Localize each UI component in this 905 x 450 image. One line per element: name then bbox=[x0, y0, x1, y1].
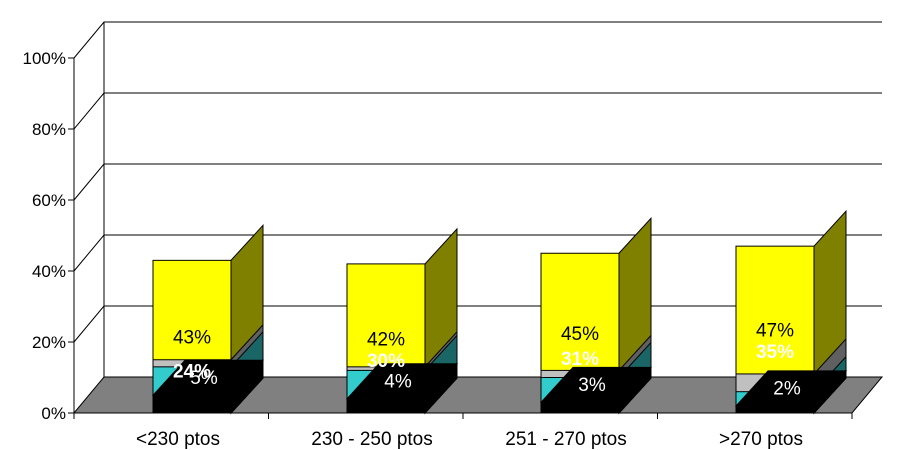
data-label: 4% bbox=[384, 371, 412, 392]
data-label: 5% bbox=[190, 368, 218, 389]
data-label: 13% bbox=[173, 381, 211, 402]
bars bbox=[151, 209, 848, 415]
y-tick-label: 40% bbox=[32, 262, 66, 281]
data-label: 15% bbox=[173, 377, 211, 398]
bar-top bbox=[151, 359, 265, 396]
x-category-label: >270 ptos bbox=[719, 429, 803, 450]
x-category-label: 230 - 250 ptos bbox=[311, 429, 432, 450]
data-label: 3% bbox=[578, 375, 606, 396]
data-label: 12% bbox=[561, 383, 599, 404]
data-label: 30% bbox=[367, 351, 405, 372]
y-tick-label: 80% bbox=[32, 120, 66, 139]
x-axis: <230 ptos 230 - 250 ptos 251 - 270 ptos >27… bbox=[73, 412, 853, 450]
data-label: 43% bbox=[173, 328, 211, 349]
y-tick-label: 0% bbox=[41, 404, 66, 423]
y-axis: 0% 20% 40% 60% 80% 100% bbox=[23, 49, 74, 423]
gridline bbox=[73, 234, 882, 272]
chart-walls bbox=[73, 22, 105, 413]
data-labels: 24%43%15%13%5%30%42%13%12%4%31%45%12%10%… bbox=[173, 321, 801, 415]
y-tick-label: 60% bbox=[32, 191, 66, 210]
data-label: 31% bbox=[561, 349, 599, 370]
data-label: 6% bbox=[761, 393, 789, 414]
data-label: 2% bbox=[773, 378, 801, 399]
data-label: 45% bbox=[561, 324, 599, 345]
data-label: 42% bbox=[367, 329, 405, 350]
bar-stack bbox=[539, 216, 653, 415]
y-tick-label: 20% bbox=[32, 333, 66, 352]
bar-stack bbox=[734, 209, 848, 415]
data-label: 13% bbox=[367, 381, 405, 402]
gridline bbox=[73, 92, 882, 130]
data-label: 47% bbox=[756, 321, 794, 342]
gridline bbox=[73, 163, 882, 201]
data-label: 10% bbox=[561, 386, 599, 407]
bar-top bbox=[734, 370, 848, 407]
x-category-label: <230 ptos bbox=[136, 429, 220, 450]
data-label: 24% bbox=[173, 361, 211, 382]
x-category-label: 251 - 270 ptos bbox=[505, 429, 626, 450]
data-label: 11% bbox=[757, 384, 794, 405]
data-label: 35% bbox=[756, 342, 794, 363]
bar-top bbox=[539, 366, 653, 403]
bar-stack bbox=[345, 227, 459, 415]
data-label: 12% bbox=[367, 383, 405, 404]
bar-top bbox=[345, 363, 459, 400]
gridline bbox=[73, 21, 882, 59]
bar-stack bbox=[151, 224, 265, 415]
y-tick-label: 100% bbox=[23, 49, 66, 68]
